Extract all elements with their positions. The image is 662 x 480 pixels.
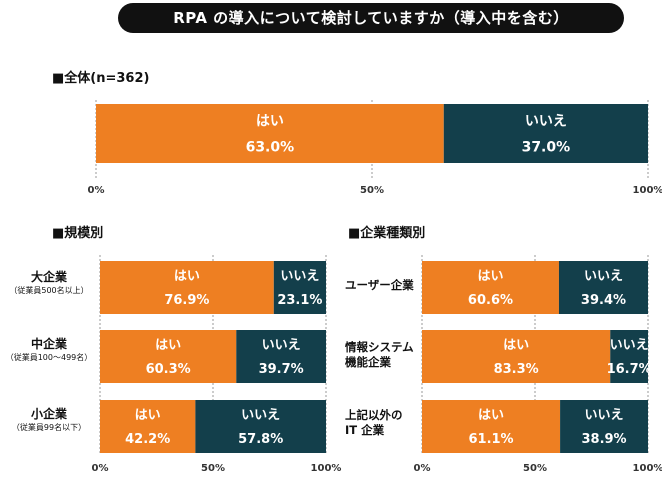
by-type-label-no-name-1: いいえ [610, 338, 649, 353]
size-row-label-large-main: 大企業 [30, 270, 67, 284]
type-row-label-user: ユーザー企業 [345, 278, 421, 293]
overall-section-title: ■全体(n=362) [52, 71, 150, 86]
type-row-label-other-it-line1: 上記以外の [345, 408, 403, 422]
overall-tick-label-1: 50% [360, 185, 384, 196]
by-size-label-no-value-2: 57.8% [238, 432, 283, 447]
by-type-label-yes-name-0: はい [477, 269, 503, 284]
by-type-label-no-value-2: 38.9% [581, 432, 626, 447]
by-size-bar-yes-0 [100, 261, 274, 314]
by-size-label-no-value-0: 23.1% [277, 293, 322, 308]
by-type-label-yes-name-2: はい [478, 408, 504, 423]
size-row-label-mid: 中企業 （従業員100～499名） [0, 337, 98, 363]
by-size-label-yes-name-0: はい [174, 269, 200, 284]
by-size-label-no-name-0: いいえ [280, 269, 319, 284]
overall-label-no-name-0: いいえ [525, 113, 567, 129]
by-size-bar-no-1 [236, 330, 326, 383]
by-size-label-yes-value-1: 60.3% [146, 362, 191, 377]
chart-title: RPA の導入について検討していますか（導入中を含む） [118, 3, 624, 33]
size-row-label-large-sub: （従業員500名以上） [9, 286, 89, 295]
by-size-tick-label-0: 0% [92, 463, 109, 474]
by-type-label-no-name-0: いいえ [584, 269, 623, 284]
by-size-bar-no-2 [195, 400, 326, 453]
by-size-label-no-name-1: いいえ [262, 338, 301, 353]
by-type-bar-no-0 [558, 261, 648, 314]
by-type-label-yes-name-1: はい [503, 338, 529, 353]
overall-bar-yes-0 [96, 104, 444, 163]
size-row-label-mid-main: 中企業 [30, 337, 67, 351]
overall-bar-no-0 [443, 104, 648, 163]
by-type-bar-yes-2 [422, 400, 561, 453]
by-type-label-yes-value-2: 61.1% [468, 432, 513, 447]
by-size-label-no-value-1: 39.7% [259, 362, 304, 377]
by-type-bar-yes-0 [422, 261, 559, 314]
by-type-tick-label-1: 50% [523, 463, 547, 474]
by-size-label-no-name-2: いいえ [241, 408, 280, 423]
by-size-label-yes-value-0: 76.9% [164, 293, 209, 308]
by-size-label-yes-name-2: はい [135, 408, 161, 423]
type-row-label-infosys-line2: 機能企業 [345, 355, 391, 369]
type-row-label-infosys: 情報システム 機能企業 [345, 340, 421, 370]
overall-label-no-value-0: 37.0% [522, 139, 571, 155]
type-row-label-infosys-line1: 情報システム [345, 340, 414, 354]
by-type-tick-label-0: 0% [414, 463, 431, 474]
size-row-label-small: 小企業 （従業員99名以下） [0, 407, 98, 433]
type-row-label-other-it-line2: IT 企業 [345, 423, 385, 437]
by-type-label-yes-value-0: 60.6% [468, 293, 513, 308]
by-type-label-no-value-1: 16.7% [607, 362, 652, 377]
overall-tick-label-0: 0% [88, 185, 105, 196]
by-size-bar-yes-2 [100, 400, 196, 453]
by-size-tick-label-1: 50% [201, 463, 225, 474]
by-type-label-yes-value-1: 83.3% [494, 362, 539, 377]
by-size-bar-yes-1 [100, 330, 237, 383]
type-section-title: ■企業種類別 [348, 226, 426, 241]
type-row-label-user-line1: ユーザー企業 [345, 278, 414, 292]
by-type-bar-no-1 [610, 330, 648, 383]
by-type-bar-no-2 [560, 400, 648, 453]
size-row-label-small-main: 小企業 [30, 407, 67, 421]
by-size-tick-label-2: 100% [311, 463, 342, 474]
by-type-label-no-value-0: 39.4% [581, 293, 626, 308]
size-row-label-small-sub: （従業員99名以下） [11, 423, 87, 432]
size-row-label-large: 大企業 （従業員500名以上） [0, 270, 98, 296]
type-row-label-other-it: 上記以外の IT 企業 [345, 408, 421, 438]
overall-tick-label-2: 100% [633, 185, 662, 196]
by-type-label-no-name-2: いいえ [585, 408, 624, 423]
overall-label-yes-value-0: 63.0% [246, 139, 295, 155]
by-type-bar-yes-1 [422, 330, 611, 383]
size-section-title: ■規模別 [52, 226, 104, 241]
overall-label-yes-name-0: はい [256, 113, 284, 129]
by-size-bar-no-0 [273, 261, 326, 314]
by-size-label-yes-name-1: はい [155, 338, 181, 353]
by-size-label-yes-value-2: 42.2% [125, 432, 170, 447]
size-row-label-mid-sub: （従業員100～499名） [5, 353, 93, 362]
by-type-tick-label-2: 100% [633, 463, 662, 474]
